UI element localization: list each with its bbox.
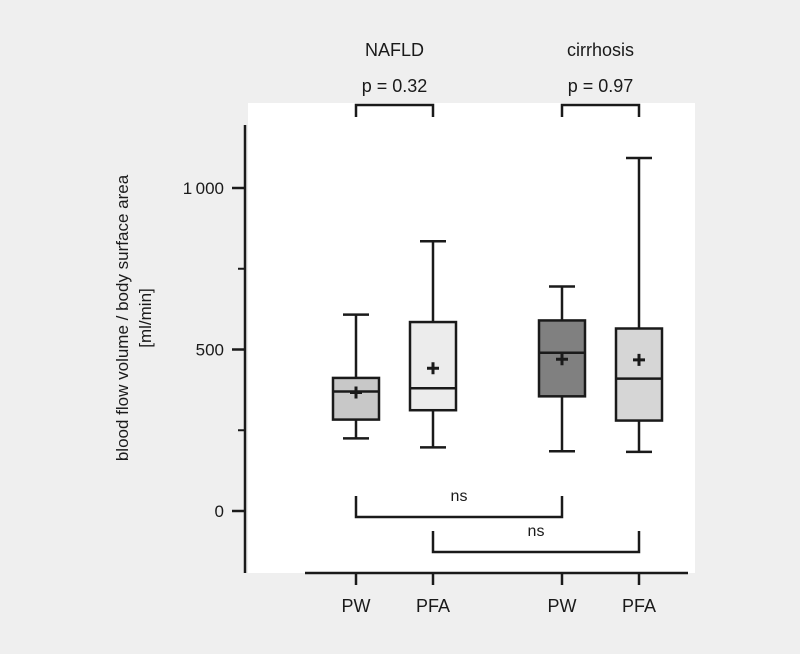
comparison-brackets: ns ns: [354, 488, 641, 554]
y-axis: 0 500 1 000: [183, 125, 247, 573]
y-tick-label: 1 000: [183, 179, 224, 198]
box-iqr: [614, 327, 664, 422]
comparison-bracket: [354, 496, 564, 519]
group-headers: NAFLD p = 0.32 cirrhosis p = 0.97: [354, 40, 641, 117]
x-tick-label-pw: PW: [548, 596, 577, 616]
y-axis-label-line2: [ml/min]: [136, 288, 155, 348]
group-title-cirrhosis: cirrhosis: [567, 40, 634, 60]
comparison-bracket: [431, 531, 641, 554]
comparison-label: ns: [451, 488, 468, 505]
x-tick-label-pfa: PFA: [416, 596, 450, 616]
x-tick-label-pfa: PFA: [622, 596, 656, 616]
y-tick-label: 0: [215, 502, 224, 521]
box-2: [537, 285, 587, 453]
mean-marker: [556, 353, 568, 366]
p-value-label: p = 0.32: [362, 76, 428, 96]
x-axis: PW PFA PW PFA: [305, 571, 688, 616]
y-axis-label-line1: blood flow volume / body surface area: [113, 174, 132, 461]
box-0: [331, 313, 381, 440]
comparison-label: ns: [528, 523, 545, 540]
p-value-label: p = 0.97: [568, 76, 634, 96]
mean-marker: [633, 353, 645, 366]
box-iqr: [331, 376, 381, 421]
x-tick-label-pw: PW: [342, 596, 371, 616]
mean-marker: [350, 386, 362, 399]
group-title-nafld: NAFLD: [365, 40, 424, 60]
box-3: [614, 156, 664, 454]
boxes: [331, 156, 664, 454]
p-value-bracket: [354, 103, 435, 117]
box-1: [408, 240, 458, 449]
y-tick-label: 500: [196, 341, 224, 360]
mean-marker: [427, 362, 439, 375]
p-value-bracket: [560, 103, 641, 117]
y-ticks: 0 500 1 000: [183, 179, 245, 521]
x-ticks: PW PFA PW PFA: [342, 573, 656, 616]
